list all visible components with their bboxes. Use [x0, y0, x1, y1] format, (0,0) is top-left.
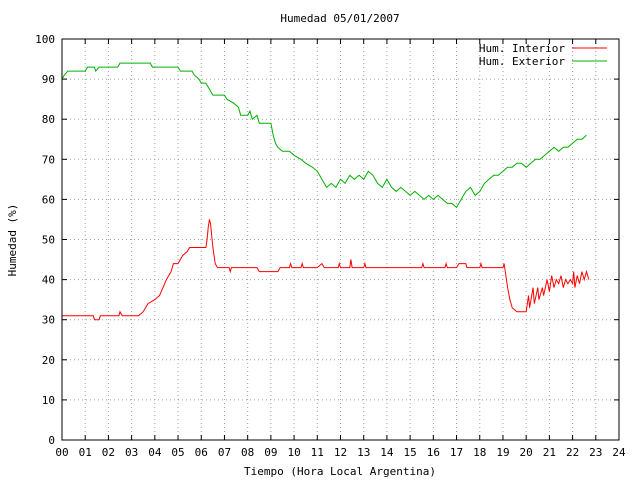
legend-label: Hum. Exterior — [479, 55, 565, 68]
axis-ticks: 00 01 02 03 04 05 06 07 08 09 10 11 12 13 14 15 16 17 18 19… — [35, 33, 626, 459]
x-tick-label: 13 — [357, 446, 370, 459]
y-tick-label: 20 — [42, 354, 55, 367]
x-tick-label: 05 — [171, 446, 184, 459]
x-axis-label: Tiempo (Hora Local Argentina) — [244, 465, 436, 478]
y-tick-label: 90 — [42, 73, 55, 86]
series-lines — [61, 62, 590, 321]
x-tick-label: 07 — [218, 446, 231, 459]
x-tick-label: 17 — [450, 446, 463, 459]
y-tick-label: 70 — [42, 153, 55, 166]
y-tick-label: 10 — [42, 394, 55, 407]
legend-label: Hum. Interior — [479, 42, 565, 55]
series-line-interior — [62, 219, 590, 321]
x-tick-label: 11 — [311, 446, 324, 459]
x-tick-label: 15 — [404, 446, 417, 459]
x-tick-label: 20 — [520, 446, 533, 459]
y-tick-label: 30 — [42, 314, 55, 327]
x-tick-label: 02 — [102, 446, 115, 459]
x-tick-label: 09 — [264, 446, 277, 459]
x-tick-label: 23 — [589, 446, 602, 459]
y-tick-label: 40 — [42, 274, 55, 287]
x-tick-label: 18 — [473, 446, 486, 459]
x-tick-label: 19 — [496, 446, 509, 459]
x-tick-label: 22 — [566, 446, 579, 459]
y-tick-label: 50 — [42, 234, 55, 247]
chart-title: Humedad 05/01/2007 — [280, 12, 399, 25]
y-tick-label: 80 — [42, 113, 55, 126]
y-tick-label: 60 — [42, 193, 55, 206]
grid-lines — [62, 39, 619, 440]
plot-frame — [61, 38, 620, 441]
x-tick-label: 03 — [125, 446, 138, 459]
x-tick-label: 12 — [334, 446, 347, 459]
x-tick-label: 06 — [195, 446, 208, 459]
x-tick-label: 14 — [380, 446, 394, 459]
y-tick-label: 100 — [35, 33, 55, 46]
x-tick-label: 08 — [241, 446, 254, 459]
x-tick-label: 00 — [55, 446, 68, 459]
x-tick-label: 10 — [287, 446, 300, 459]
x-tick-label: 01 — [79, 446, 92, 459]
x-tick-label: 04 — [148, 446, 162, 459]
x-tick-label: 21 — [543, 446, 556, 459]
y-axis-label: Humedad (%) — [6, 204, 19, 277]
x-tick-label: 16 — [427, 446, 440, 459]
x-tick-label: 24 — [612, 446, 626, 459]
y-tick-label: 0 — [48, 434, 55, 447]
series-line-exterior — [61, 62, 587, 209]
